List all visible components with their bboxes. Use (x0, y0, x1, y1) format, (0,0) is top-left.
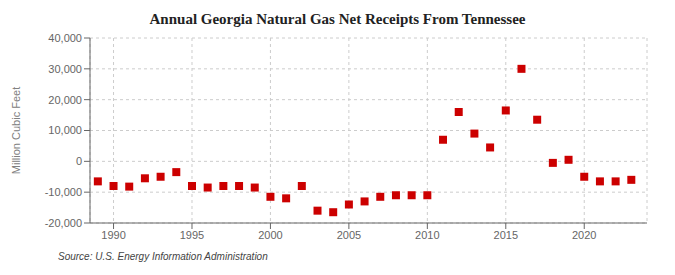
html-text:Source: U.S. Energy Informatio: Source: U.S. Energy Information Administ… (58, 251, 268, 262)
html-text:Annual Georgia Natural Gas Net: Annual Georgia Natural Gas Net Receipts … (149, 11, 526, 27)
svg-text:30,000: 30,000 (48, 63, 82, 75)
svg-text:2010: 2010 (415, 229, 439, 241)
svg-text:0: 0 (76, 155, 82, 167)
svg-text:2015: 2015 (494, 229, 518, 241)
svg-text:2020: 2020 (572, 229, 596, 241)
svg-text:1990: 1990 (101, 229, 125, 241)
svg-text:-10,000: -10,000 (45, 186, 82, 198)
svg-text:40,000: 40,000 (48, 32, 82, 44)
svg-text:Million Cubic Feet: Million Cubic Feet (10, 87, 22, 174)
svg-text:10,000: 10,000 (48, 124, 82, 136)
svg-text:2000: 2000 (258, 229, 282, 241)
svg-text:2005: 2005 (337, 229, 361, 241)
svg-text:20,000: 20,000 (48, 94, 82, 106)
svg-text:-20,000: -20,000 (45, 217, 82, 229)
svg-text:1995: 1995 (180, 229, 204, 241)
